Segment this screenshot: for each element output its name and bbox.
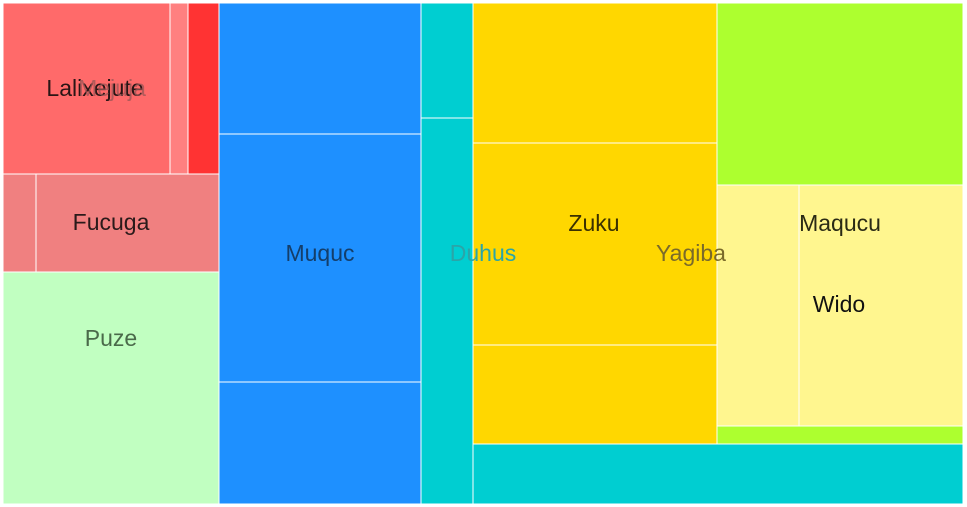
treemap-label-fucuga: Fucuga	[73, 209, 150, 235]
treemap-tile-wido[interactable]	[798, 184, 964, 427]
treemap-tile-duhus[interactable]	[420, 117, 474, 505]
treemap-label-maqucu: Maqucu	[799, 210, 881, 236]
treemap-tile-duhus-top[interactable]	[420, 2, 474, 119]
treemap-tile-zuku-bottom[interactable]	[472, 344, 718, 445]
treemap-tile-puze[interactable]	[2, 271, 220, 505]
treemap-label-zuku: Zuku	[568, 210, 619, 236]
treemap-tile-muquc[interactable]	[218, 133, 422, 383]
treemap-tile-yagiba-strip[interactable]	[716, 425, 964, 445]
treemap-label-wido: Wido	[813, 291, 865, 317]
treemap-tile-mejuja[interactable]	[169, 2, 189, 175]
treemap-tile-zuku[interactable]	[472, 142, 718, 346]
treemap-label-duhus: Duhus	[450, 240, 516, 266]
treemap-tile-zuku-top[interactable]	[472, 2, 718, 144]
treemap-label-mejuja: Mejuja	[78, 75, 146, 101]
treemap-tile-duhus-bottom[interactable]	[472, 443, 964, 505]
treemap-tile-fucuga-a[interactable]	[2, 173, 37, 273]
treemap-label-puze: Puze	[85, 325, 137, 351]
treemap-tile-fucuga[interactable]	[35, 173, 220, 273]
treemap-tile-maqucu[interactable]	[716, 184, 800, 427]
treemap-tile-muquc-bottom[interactable]	[218, 381, 422, 505]
treemap-tile-muquc-top[interactable]	[218, 2, 422, 135]
treemap-tile-mejuja-2[interactable]	[187, 2, 220, 175]
treemap-tile-yagiba[interactable]	[716, 2, 964, 186]
treemap-label-lalixejute: Lalixejute	[46, 75, 143, 101]
treemap-label-yagiba: Yagiba	[656, 240, 726, 266]
treemap-label-muquc: Muquc	[285, 240, 354, 266]
treemap-tile-lalixejute[interactable]	[2, 2, 171, 175]
